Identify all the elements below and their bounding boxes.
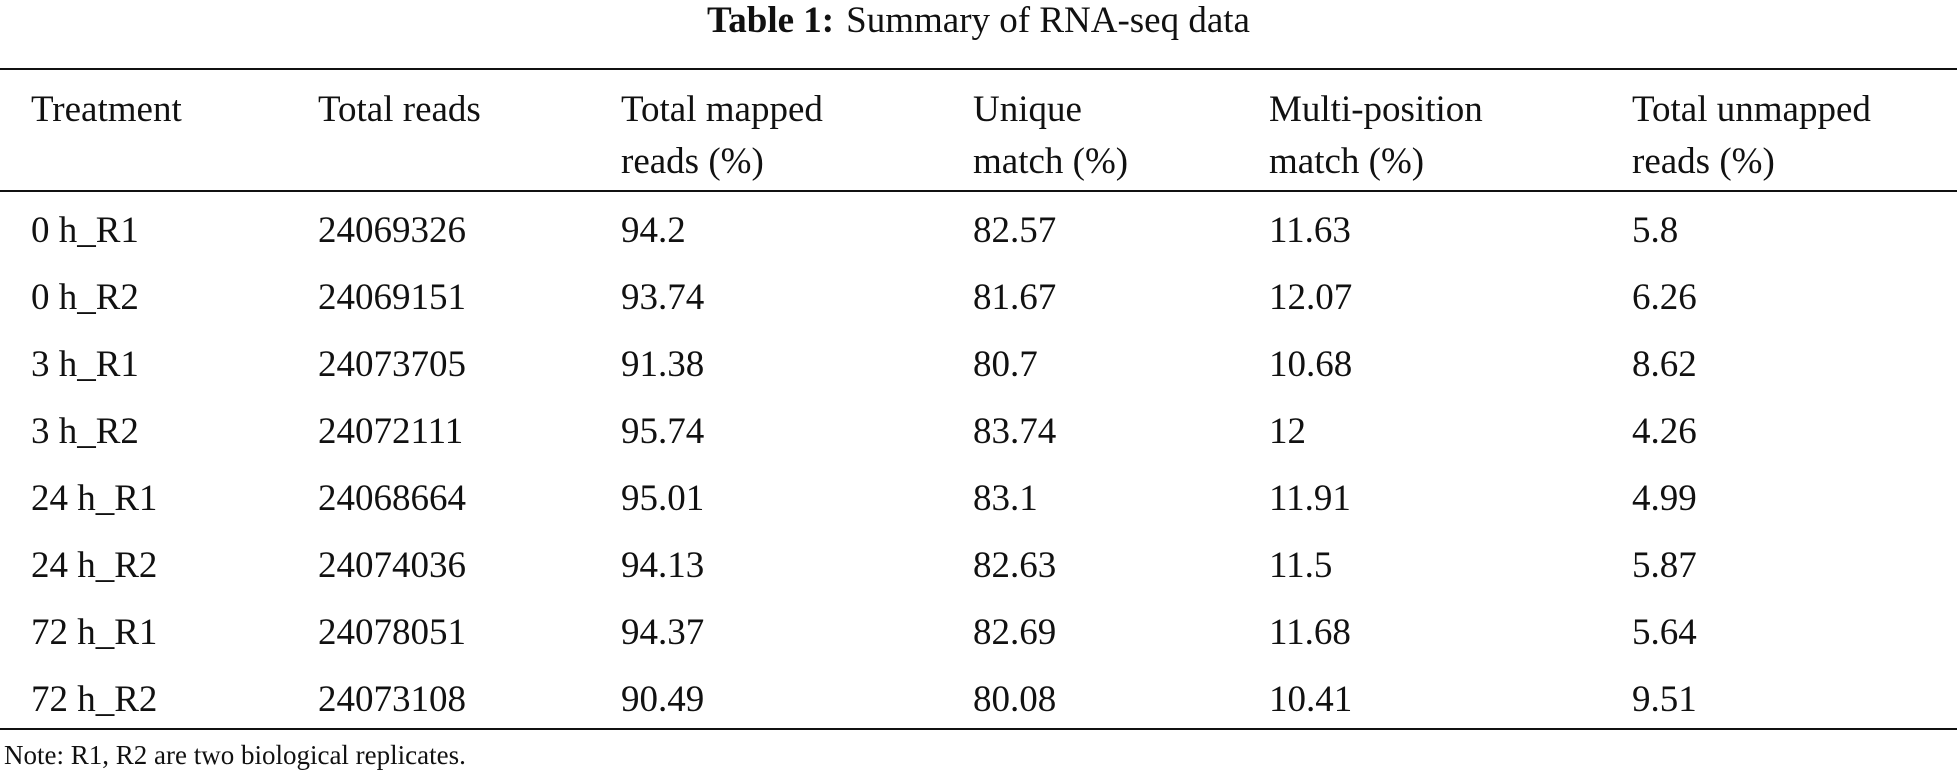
- table-cell: 10.41: [1269, 679, 1353, 720]
- header-cell: Multi-position match (%): [1269, 89, 1483, 182]
- table-title: Table 1: Summary of RNA-seq data: [0, 0, 1957, 42]
- table-cell: 95.01: [621, 478, 705, 519]
- table-cell: 24072111: [318, 411, 464, 452]
- table-cell: 72 h_R1: [31, 612, 158, 653]
- table-cell: 11.63: [1269, 210, 1351, 251]
- table-cell: 0 h_R2: [31, 277, 139, 318]
- table-caption: Summary of RNA-seq data: [846, 0, 1250, 41]
- header-rule: [0, 190, 1957, 192]
- table-cell: 72 h_R2: [31, 679, 158, 720]
- table-label: Table 1:: [707, 0, 835, 41]
- table-cell: 24073108: [318, 679, 466, 720]
- table-cell: 5.87: [1632, 545, 1697, 586]
- table-cell: 5.64: [1632, 612, 1697, 653]
- table-cell: 82.69: [973, 612, 1057, 653]
- table-note: Note: R1, R2 are two biological replicat…: [4, 740, 466, 770]
- table-cell: 9.51: [1632, 679, 1697, 720]
- table-cell: 91.38: [621, 344, 705, 385]
- table-cell: 11.5: [1269, 545, 1333, 586]
- table-cell: 94.2: [621, 210, 686, 251]
- table-cell: 8.62: [1632, 344, 1697, 385]
- table-cell: 24068664: [318, 478, 466, 519]
- table-cell: 0 h_R1: [31, 210, 139, 251]
- table-cell: 24069326: [318, 210, 466, 251]
- table-cell: 93.74: [621, 277, 705, 318]
- table-cell: 83.1: [973, 478, 1038, 519]
- table-cell: 5.8: [1632, 210, 1679, 251]
- table-cell: 3 h_R1: [31, 344, 139, 385]
- table-cell: 24 h_R2: [31, 545, 158, 586]
- table-cell: 24078051: [318, 612, 466, 653]
- header-cell: Total mapped reads (%): [621, 89, 823, 182]
- table-cell: 24074036: [318, 545, 466, 586]
- top-rule: [0, 68, 1957, 70]
- table-cell: 94.13: [621, 545, 705, 586]
- header-cell: Unique match (%): [973, 89, 1129, 182]
- table-cell: 83.74: [973, 411, 1057, 452]
- table-cell: 94.37: [621, 612, 705, 653]
- table-cell: 81.67: [973, 277, 1057, 318]
- table-cell: 82.63: [973, 545, 1057, 586]
- table-cell: 80.7: [973, 344, 1038, 385]
- table-cell: 24069151: [318, 277, 466, 318]
- header-cell: Total unmapped reads (%): [1632, 89, 1871, 182]
- bottom-rule: [0, 728, 1957, 730]
- table-cell: 12.07: [1269, 277, 1353, 318]
- table-cell: 24073705: [318, 344, 466, 385]
- table-cell: 12: [1269, 411, 1306, 452]
- table-cell: 95.74: [621, 411, 705, 452]
- table-cell: 11.68: [1269, 612, 1351, 653]
- table-cell: 4.26: [1632, 411, 1697, 452]
- table-cell: 3 h_R2: [31, 411, 139, 452]
- table-cell: 80.08: [973, 679, 1057, 720]
- table-cell: 24 h_R1: [31, 478, 158, 519]
- header-cell: Total reads: [318, 89, 481, 130]
- table-cell: 82.57: [973, 210, 1057, 251]
- header-cell: Treatment: [31, 89, 182, 130]
- table-cell: 90.49: [621, 679, 705, 720]
- table-cell: 11.91: [1269, 478, 1351, 519]
- table-cell: 4.99: [1632, 478, 1697, 519]
- table-cell: 10.68: [1269, 344, 1353, 385]
- table-cell: 6.26: [1632, 277, 1697, 318]
